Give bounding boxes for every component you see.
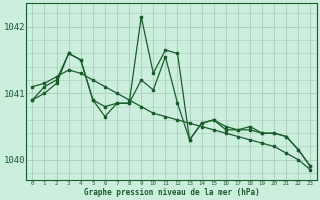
X-axis label: Graphe pression niveau de la mer (hPa): Graphe pression niveau de la mer (hPa) [84, 188, 259, 197]
